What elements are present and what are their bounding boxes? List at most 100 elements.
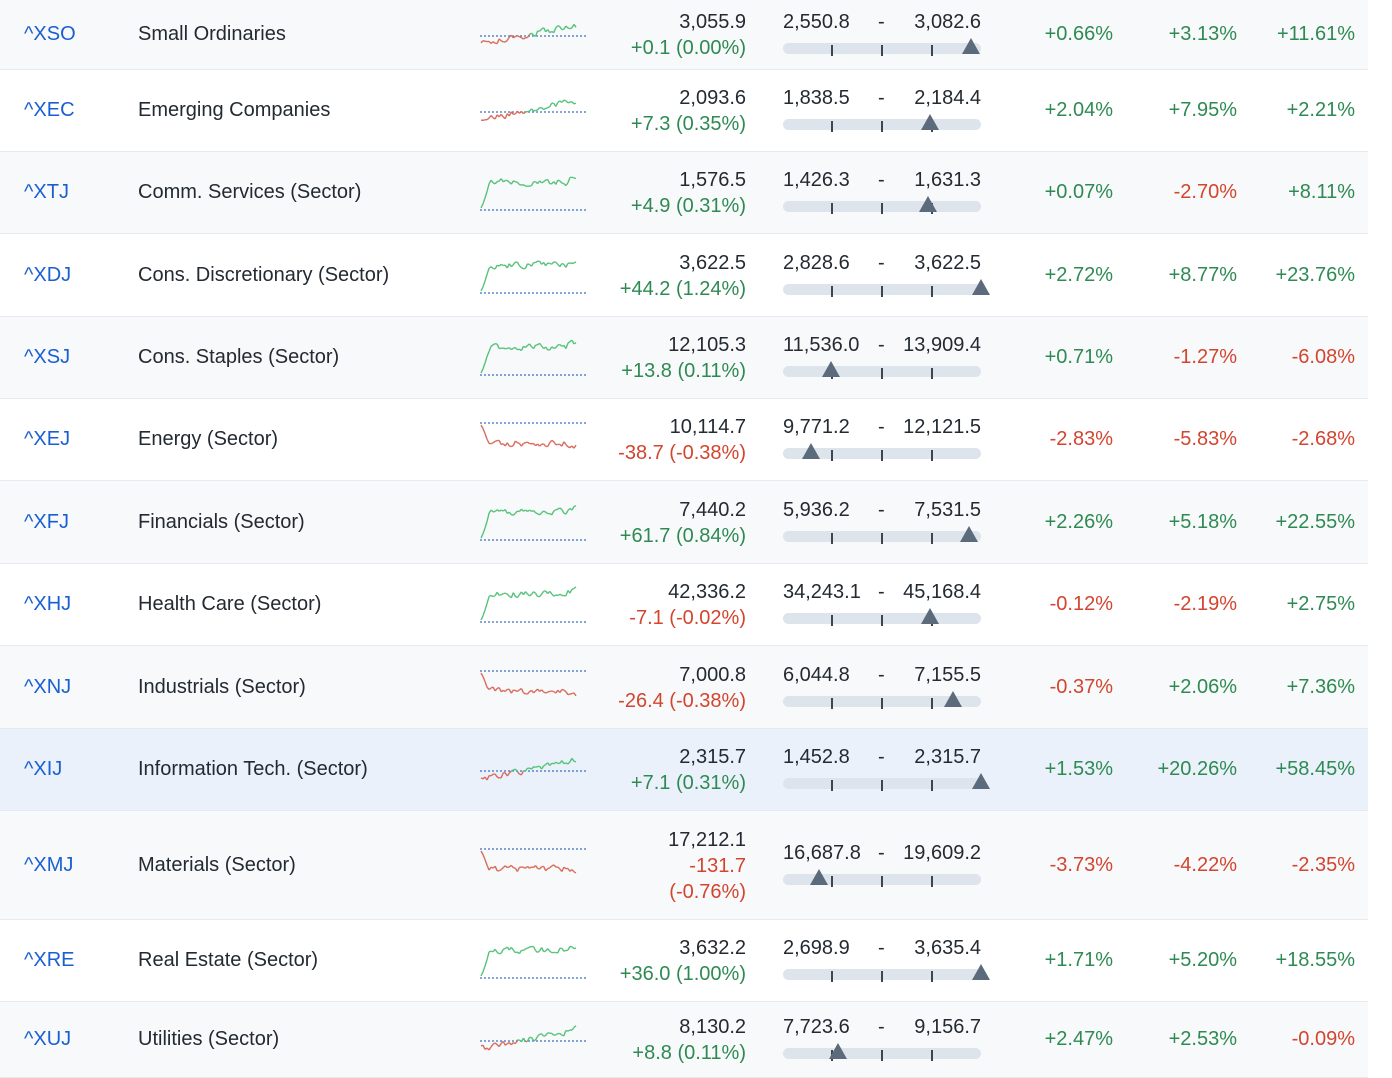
sparkline-segment	[532, 946, 537, 951]
table-row[interactable]: ^XMJ Materials (Sector) 17,212.1 -131.7 (-0.…	[0, 811, 1368, 920]
table-row[interactable]: ^XFJ Financials (Sector) 7,440.2 +61.7 (0.8…	[0, 481, 1368, 564]
price-cell: 7,000.8 -26.4 (-0.38%)	[576, 662, 746, 714]
sparkline-chart	[480, 945, 588, 979]
table-row[interactable]: ^XUJ Utilities (Sector) 8,130.2 +8.8 (0.11%…	[0, 1002, 1368, 1078]
table-row[interactable]: ^XSJ Cons. Staples (Sector) 12,105.3 +13.8 …	[0, 317, 1368, 399]
symbol-link[interactable]: ^XEC	[24, 99, 75, 121]
sparkline-segment	[523, 691, 526, 694]
sparkline-segment	[553, 761, 557, 765]
price-cell: 3,055.9 +0.1 (0.00%)	[576, 9, 746, 61]
range-high: 2,184.4	[914, 87, 981, 109]
range-tick	[831, 971, 833, 982]
sparkline-segment	[508, 347, 512, 351]
sparkline-segment	[565, 1029, 569, 1032]
sparkline-segment	[545, 867, 549, 871]
sparkline-segment	[529, 509, 532, 512]
sparkline-segment	[525, 947, 528, 950]
sparkline	[478, 500, 590, 546]
symbol-link[interactable]: ^XUJ	[24, 1028, 72, 1050]
table-row[interactable]: ^XRE Real Estate (Sector) 3,632.2 +36.0 (1.…	[0, 920, 1368, 1002]
sparkline-segment	[522, 1037, 527, 1043]
sparkline-segment	[513, 768, 516, 771]
sparkline-segment	[565, 509, 569, 514]
range-bar	[783, 613, 981, 626]
sparkline-segment	[490, 1043, 494, 1048]
sparkline-segment	[500, 113, 504, 118]
sparkline-segment	[519, 36, 522, 39]
sparkline-segment	[573, 870, 577, 874]
symbol-link[interactable]: ^XMJ	[24, 853, 74, 876]
sparkline-segment	[492, 594, 496, 598]
sparkline-segment	[545, 1032, 549, 1036]
sparkline-segment	[484, 959, 488, 967]
symbol-link[interactable]: ^XSO	[24, 23, 76, 45]
sparkline-segment	[524, 767, 529, 772]
table-row[interactable]: ^XEJ Energy (Sector) 10,114.7 -38.7 (-0.38%…	[0, 399, 1368, 481]
range-tick	[931, 368, 933, 379]
sparkline-segment	[494, 687, 498, 691]
sparkline-segment	[569, 589, 573, 594]
sparkline-segment	[482, 965, 486, 973]
range-bar	[783, 778, 981, 791]
sparkline-segment	[529, 689, 532, 692]
symbol-link[interactable]: ^XTJ	[24, 181, 69, 203]
sparkline-segment	[512, 592, 516, 597]
table-row[interactable]: ^XNJ Industrials (Sector) 7,000.8 -26.4 (-0…	[0, 646, 1368, 729]
sparkline-segment	[543, 763, 547, 767]
sparkline-segment	[484, 356, 488, 364]
symbol-link[interactable]: ^XIJ	[24, 758, 63, 780]
price-change: +7.3 (0.35%)	[630, 113, 746, 135]
sparkline-segment	[523, 508, 526, 512]
sparkline-segment	[555, 25, 559, 29]
sparkline-segment	[496, 508, 500, 512]
symbol-link[interactable]: ^XNJ	[24, 675, 72, 698]
sparkline-segment	[517, 35, 520, 38]
last-price: 7,440.2	[679, 498, 746, 521]
sparkline-segment	[573, 177, 577, 180]
change-ytd: +2.06%	[1168, 675, 1237, 698]
sparkline-segment	[559, 593, 563, 597]
sparkline-segment	[569, 868, 573, 872]
table-row[interactable]: ^XSO Small Ordinaries 3,055.9 +0.1 (0.00%) 2…	[0, 0, 1368, 70]
range-tick	[831, 780, 833, 791]
sparkline-segment	[496, 343, 500, 349]
sparkline-segment	[557, 865, 561, 869]
symbol-link[interactable]: ^XFJ	[24, 510, 69, 533]
table-row[interactable]: ^XEC Emerging Companies 2,093.6 +7.3 (0.35%…	[0, 70, 1368, 152]
range-52wk: 5,936.2 - 7,531.5	[783, 499, 983, 547]
sparkline-chart	[480, 259, 588, 294]
sparkline-segment	[506, 1041, 510, 1045]
sparkline-segment	[555, 1032, 559, 1036]
sparkline-segment	[527, 110, 530, 113]
sparkline-segment	[571, 946, 575, 950]
sparkline-segment	[573, 444, 577, 449]
table-row[interactable]: ^XDJ Cons. Discretionary (Sector) 3,622.5 +…	[0, 234, 1368, 317]
sparkline-segment	[524, 591, 529, 595]
sparkline-segment	[573, 586, 577, 589]
sparkline-segment	[523, 345, 526, 349]
symbol-link[interactable]: ^XRE	[24, 949, 75, 971]
sparkline-segment	[494, 1042, 498, 1046]
range-tick	[931, 1050, 933, 1061]
range-low: 2,698.9	[783, 937, 850, 959]
index-name: Cons. Staples (Sector)	[138, 346, 340, 368]
table-row[interactable]: ^XTJ Comm. Services (Sector) 1,576.5 +4.9 (…	[0, 152, 1368, 234]
symbol-link[interactable]: ^XHJ	[24, 593, 72, 615]
sparkline-segment	[509, 445, 512, 448]
sparkline-chart	[480, 176, 588, 211]
price-change: +7.1 (0.31%)	[630, 772, 746, 794]
symbol-link[interactable]: ^XDJ	[24, 263, 72, 286]
symbol-link[interactable]: ^XEJ	[24, 428, 71, 450]
index-name: Energy (Sector)	[138, 428, 279, 450]
table-row[interactable]: ^XIJ Information Tech. (Sector) 2,315.7 +7.…	[0, 729, 1368, 811]
range-separator: -	[878, 663, 885, 686]
range-tick	[881, 615, 883, 626]
table-row[interactable]: ^XHJ Health Care (Sector) 42,336.2 -7.1 (-0…	[0, 564, 1368, 646]
symbol-link[interactable]: ^XSJ	[24, 346, 71, 368]
sparkline-segment	[494, 264, 498, 269]
sparkline-segment	[551, 510, 555, 515]
change-1y: +23.76%	[1275, 263, 1355, 286]
sparkline-segment	[534, 30, 539, 37]
price-cell: 3,632.2 +36.0 (1.00%)	[576, 935, 746, 987]
sparkline-segment	[526, 690, 531, 694]
